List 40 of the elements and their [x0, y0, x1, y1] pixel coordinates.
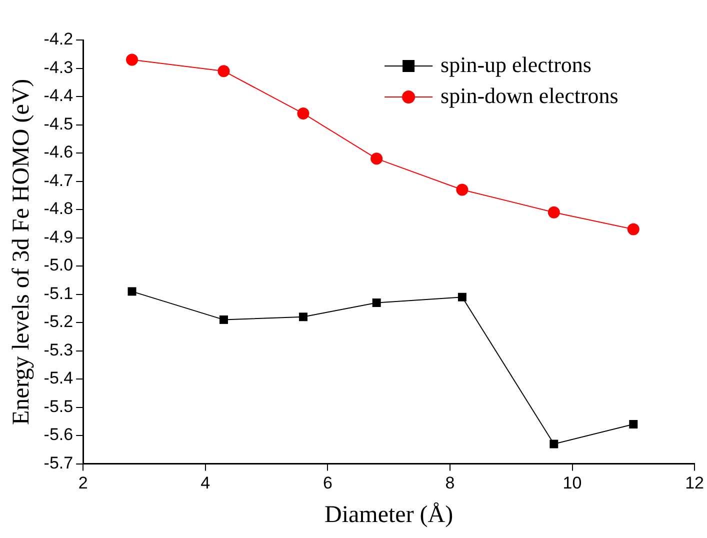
- point: [298, 312, 308, 322]
- y-tick-label: -5.3: [44, 340, 74, 360]
- x-tick-label: 10: [562, 474, 582, 493]
- y-tick-label: -4.7: [44, 170, 74, 190]
- y-tick-label: -4.2: [44, 30, 74, 49]
- x-tick-label: 6: [322, 474, 332, 493]
- y-tick-label: -4.3: [44, 58, 74, 77]
- x-tick-label: 8: [445, 474, 455, 493]
- y-tick-label: -5.2: [44, 312, 74, 332]
- y-axis-title: Energy levels of 3d Fe HOMO (eV): [8, 78, 35, 425]
- y-tick-label: -4.4: [44, 86, 74, 106]
- x-tick-label: 4: [200, 474, 210, 493]
- x-axis-title: Diameter (Å): [324, 502, 454, 528]
- x-tick-label: 2: [78, 474, 88, 493]
- point: [297, 107, 310, 120]
- y-tick-label: -4.9: [44, 227, 74, 246]
- point: [548, 206, 560, 218]
- point: [372, 298, 381, 307]
- y-tick-label: -4.8: [44, 199, 74, 218]
- point: [126, 54, 138, 66]
- x-tick-label: 12: [685, 474, 704, 493]
- y-tick-label: -4.6: [44, 142, 74, 162]
- y-tick-label: -4.5: [44, 114, 74, 134]
- y-tick-label: -5.5: [44, 396, 74, 416]
- legend-label: spin-down electrons: [440, 82, 618, 108]
- point: [219, 315, 228, 324]
- point: [627, 223, 640, 236]
- y-tick-label: -5.4: [44, 368, 74, 388]
- point: [218, 65, 230, 78]
- point: [458, 292, 466, 302]
- legend-label: spin-up electrons: [440, 52, 592, 77]
- y-tick-label: -5.7: [44, 453, 74, 472]
- point: [370, 152, 383, 165]
- point: [128, 287, 136, 296]
- point: [629, 420, 638, 428]
- y-tick-label: -5.0: [44, 256, 74, 275]
- y-tick-label: -5.1: [44, 284, 74, 303]
- point: [550, 440, 558, 448]
- point: [456, 184, 468, 196]
- y-tick-label: -5.6: [44, 425, 74, 444]
